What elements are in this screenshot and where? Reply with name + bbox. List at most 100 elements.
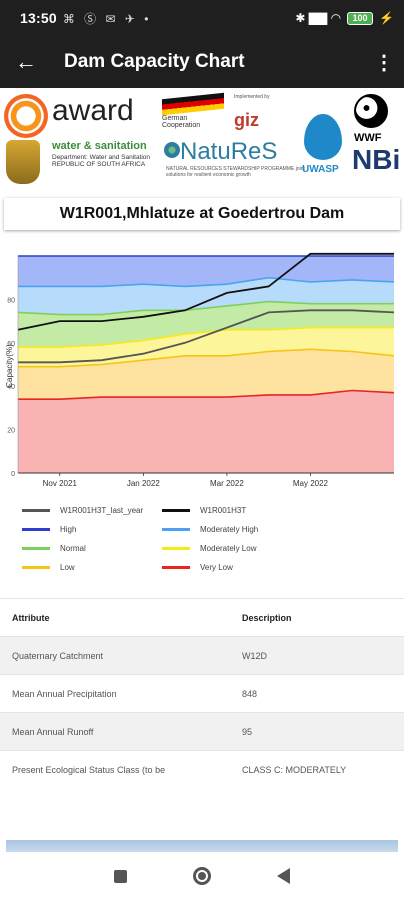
- legend-label: Low: [60, 563, 75, 572]
- nbi-logo-text: NBi: [352, 144, 401, 175]
- award-logo-text: award: [52, 94, 134, 127]
- legend-item[interactable]: Moderately Low: [162, 544, 256, 553]
- award-logo-icon: [4, 94, 48, 138]
- charging-icon: ⚡: [379, 11, 394, 25]
- water-sanitation-text: water & sanitation: [52, 140, 147, 152]
- series-line-current: [17, 252, 394, 331]
- y-axis-label: Capacity(%): [5, 344, 14, 388]
- header-description: Description: [242, 612, 292, 623]
- attribute-table: Attribute Description Quaternary Catchme…: [0, 598, 404, 788]
- app-title: Dam Capacity Chart: [64, 51, 245, 72]
- legend-label: Moderately High: [200, 525, 259, 534]
- band-high: [18, 256, 394, 287]
- band-line-low: [18, 348, 395, 368]
- department-text: Department: Water and Sanitation REPUBLI…: [52, 154, 151, 168]
- giz-logo-text: giz: [234, 110, 259, 130]
- x-tick-label: May 2022: [293, 479, 329, 488]
- band-line-very_low: [18, 389, 395, 400]
- legend-label: Very Low: [200, 563, 233, 572]
- uwasp-logo-text: UWASP: [302, 164, 339, 175]
- row-attribute: Mean Annual Precipitation: [12, 688, 117, 699]
- row-description: 848: [242, 688, 258, 699]
- status-time: 13:50: [20, 10, 57, 26]
- x-tick-label: Jan 2022: [127, 479, 160, 488]
- implemented-by-text: Implemented by: [234, 94, 270, 100]
- legend-label: Moderately Low: [200, 544, 257, 553]
- legend-swatch: [162, 528, 190, 531]
- dam-title-card: W1R001,Mhlatuze at Goedertrou Dam: [4, 198, 400, 230]
- legend-label: W1R001H3T_last_year: [60, 506, 144, 515]
- legend-swatch: [22, 547, 50, 550]
- row-description: CLASS C: MODERATELY: [242, 764, 347, 775]
- row-description: W12D: [242, 650, 268, 661]
- band-line-moderately_high: [18, 276, 395, 288]
- bottom-banner: [6, 840, 398, 852]
- y-tick-label: 60: [7, 341, 15, 348]
- legend-swatch: [162, 566, 190, 569]
- y-tick-label: 80: [7, 297, 15, 304]
- table-header-row: Attribute Description: [0, 598, 404, 636]
- row-attribute: Present Ecological Status Class (to be: [12, 764, 166, 775]
- legend-swatch: [162, 509, 190, 512]
- legend-item[interactable]: W1R001H3T_last_year: [22, 506, 143, 515]
- wwf-logo-text: WWF: [354, 132, 382, 144]
- notification-icons: ⌘ Ⓢ ✉ ✈ •: [62, 11, 152, 26]
- legend-label: Normal: [60, 544, 86, 553]
- legend-item[interactable]: Normal: [22, 544, 86, 553]
- sponsor-logos: award water & sanitation Department: Wat…: [0, 88, 404, 192]
- row-attribute: Quaternary Catchment: [12, 650, 104, 661]
- legend-swatch: [22, 509, 50, 512]
- app-bar: ← Dam Capacity Chart ⋮: [0, 36, 404, 88]
- header-attribute: Attribute: [12, 612, 50, 623]
- legend-item[interactable]: Moderately High: [162, 525, 258, 534]
- series-line-last_year: [18, 309, 395, 364]
- legend-item[interactable]: Low: [22, 563, 75, 572]
- band-line-normal: [17, 300, 394, 316]
- uwasp-drop-icon: [304, 114, 342, 160]
- system-nav-bar: [0, 852, 404, 900]
- back-arrow-icon[interactable]: ←: [15, 49, 37, 74]
- table-row: Quaternary Catchment W12D: [0, 636, 404, 674]
- row-attribute: Mean Annual Runoff: [12, 726, 94, 737]
- row-description: 95: [242, 726, 253, 737]
- natures-logo-text: NatuReS: [180, 138, 278, 165]
- legend-swatch: [162, 547, 190, 550]
- natures-logo-icon: [164, 142, 180, 158]
- band-moderately_high: [18, 277, 394, 315]
- band-line-moderately_low: [18, 326, 394, 348]
- status-bar: 13:50 ⌘ Ⓢ ✉ ✈ • ✱ ▇▇ ◠ 100 ⚡: [0, 0, 404, 36]
- status-right: ✱ ▇▇ ◠ 100 ⚡: [295, 11, 394, 25]
- y-tick-label: 40: [7, 384, 15, 391]
- table-row: Present Ecological Status Class (to be C…: [0, 750, 404, 788]
- legend-label: High: [60, 525, 77, 534]
- y-tick-label: 0: [11, 471, 15, 478]
- panda-icon: [354, 94, 388, 128]
- back-triangle-icon[interactable]: [268, 861, 298, 891]
- recents-square-icon[interactable]: [106, 861, 136, 891]
- home-circle-icon[interactable]: [187, 861, 217, 891]
- coat-of-arms-icon: [6, 140, 40, 184]
- y-tick-label: 20: [7, 428, 15, 435]
- dam-capacity-chart[interactable]: 0 20 40 60 80 Capacity(%) Nov 2021 Jan 2022 Mar …: [0, 236, 404, 492]
- german-flag-icon: [162, 92, 224, 116]
- band-normal: [18, 301, 394, 348]
- table-row: Mean Annual Runoff 95: [0, 712, 404, 750]
- band-low: [18, 349, 394, 400]
- band-moderately_low: [18, 327, 394, 367]
- signal-wifi-icons: ✱ ▇▇ ◠: [295, 11, 342, 25]
- band-very_low: [18, 390, 394, 473]
- legend-item[interactable]: Very Low: [162, 563, 233, 572]
- x-tick-label: Mar 2022: [210, 479, 244, 488]
- chart-legend: W1R001H3T_last_year W1R001H3T High Moderate…: [0, 500, 404, 590]
- legend-label: W1R001H3T: [200, 506, 247, 515]
- legend-swatch: [22, 528, 50, 531]
- legend-item[interactable]: W1R001H3T: [162, 506, 246, 515]
- legend-swatch: [22, 566, 50, 569]
- more-vert-icon[interactable]: ⋮: [374, 51, 394, 74]
- natures-sub-text: NATURAL RESOURCES STEWARDSHIP PROGRAMME …: [166, 166, 305, 178]
- german-cooperation-text: German Cooperation: [162, 115, 201, 129]
- x-tick-label: Nov 2021: [43, 479, 78, 488]
- battery-icon: 100: [347, 11, 374, 25]
- legend-item[interactable]: High: [22, 525, 76, 534]
